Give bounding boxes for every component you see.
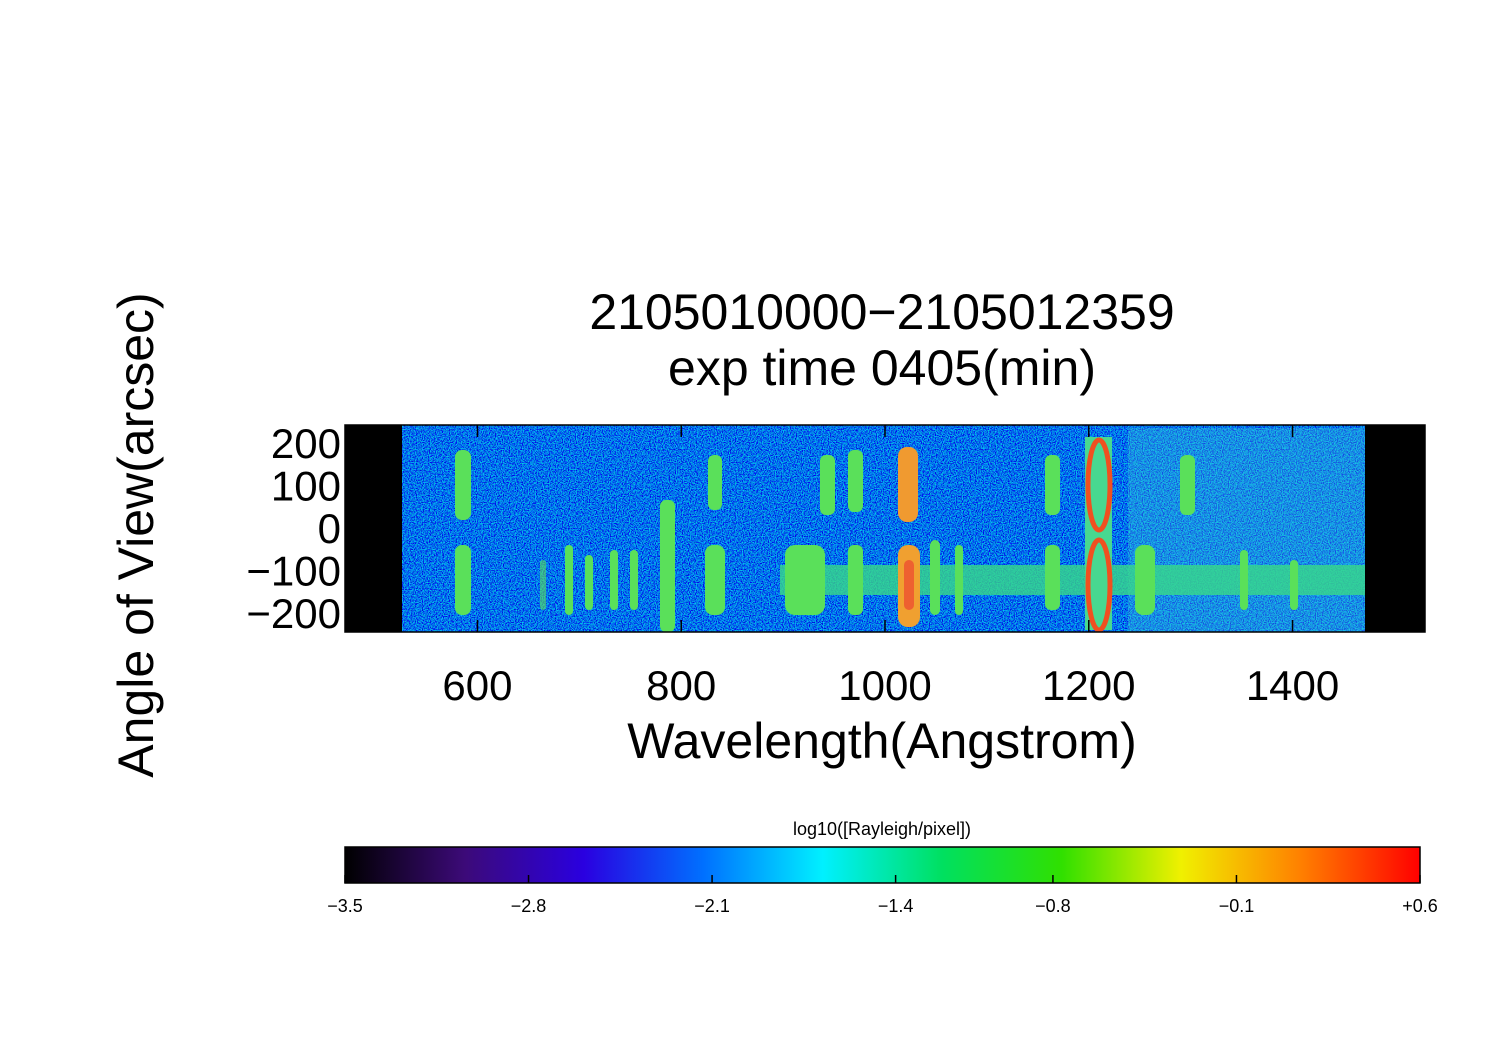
x-tick-label: 600 bbox=[442, 662, 512, 709]
y-tick-label: 100 bbox=[271, 463, 341, 510]
y-tick-label: 0 bbox=[318, 505, 341, 552]
colorbar-tick-label: −2.8 bbox=[511, 896, 547, 916]
y-axis-label: Angle of View(arcsec) bbox=[108, 292, 164, 777]
x-tick-label: 800 bbox=[646, 662, 716, 709]
colorbar-tick-label: +0.6 bbox=[1402, 896, 1438, 916]
x-axis-label: Wavelength(Angstrom) bbox=[627, 713, 1136, 769]
x-tick-label: 1200 bbox=[1042, 662, 1135, 709]
x-tick-label: 1400 bbox=[1246, 662, 1339, 709]
chart-subtitle: exp time 0405(min) bbox=[668, 340, 1096, 396]
x-tick-label: 1000 bbox=[838, 662, 931, 709]
colorbar-tick-label: −0.1 bbox=[1219, 896, 1255, 916]
spectrum-image bbox=[345, 425, 1425, 632]
colorbar-tick-label: −0.8 bbox=[1035, 896, 1071, 916]
colorbar bbox=[344, 846, 1421, 884]
colorbar-tick-label: −3.5 bbox=[327, 896, 363, 916]
colorbar-tick-label: −2.1 bbox=[694, 896, 730, 916]
colorbar-tick-label: −1.4 bbox=[878, 896, 914, 916]
chart-title: 2105010000−2105012359 bbox=[589, 284, 1174, 340]
y-tick-label: −100 bbox=[246, 548, 341, 595]
y-tick-label: 200 bbox=[271, 420, 341, 467]
y-tick-label: −200 bbox=[246, 590, 341, 637]
colorbar-label: log10([Rayleigh/pixel]) bbox=[793, 819, 971, 839]
